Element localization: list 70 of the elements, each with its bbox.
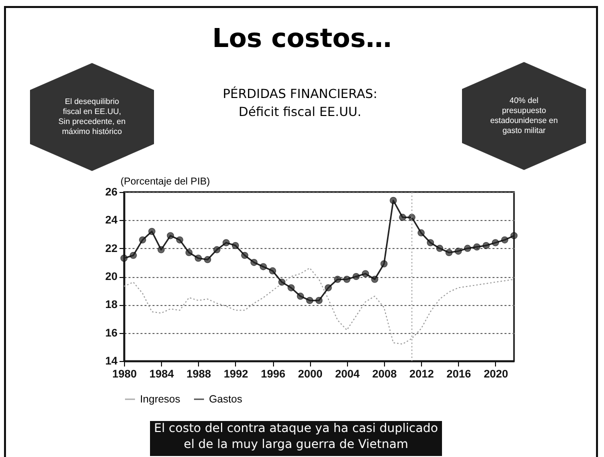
point — [213, 246, 220, 254]
point — [260, 263, 267, 270]
x-tick-label: 2020 — [484, 368, 508, 380]
point — [204, 256, 212, 264]
y-tick-label: 24 — [105, 214, 118, 227]
y-axis-title: (Porcentaje del PIB) — [120, 176, 210, 188]
point — [436, 244, 444, 252]
chart-subtitle: PÉRDIDAS FINANCIERAS: Déficit fiscal EE.UU. — [222, 85, 378, 121]
text: 40% del presupuesto estadounidense en gasto militar — [462, 62, 586, 170]
point — [473, 243, 480, 250]
point — [306, 296, 314, 304]
point — [315, 296, 323, 304]
point — [445, 249, 453, 256]
point — [288, 284, 295, 292]
point — [241, 252, 248, 259]
point — [250, 258, 258, 266]
point — [269, 267, 276, 274]
point — [185, 249, 193, 256]
point — [324, 284, 332, 292]
point — [454, 248, 462, 255]
point — [296, 292, 304, 300]
point — [139, 236, 146, 244]
x-tick-label: 2016 — [446, 368, 472, 380]
point — [148, 228, 156, 235]
point — [334, 276, 342, 283]
point — [120, 254, 128, 262]
point — [278, 278, 286, 286]
text: El desequilibrio fiscal en EE.UU, Sin precedente, en máximo histórico — [30, 63, 154, 171]
legend-label: Ingresos — [140, 393, 180, 406]
point — [418, 229, 425, 236]
x-tick-label: 1996 — [260, 368, 286, 380]
point — [343, 276, 350, 283]
line-series — [124, 268, 514, 345]
x-tick-label: 2008 — [372, 368, 397, 380]
point — [426, 239, 434, 246]
chart-title: Los costos… — [211, 24, 393, 54]
x-tick-label: 1980 — [112, 368, 137, 380]
point — [464, 244, 472, 252]
point — [158, 246, 165, 254]
point — [399, 214, 406, 221]
point — [371, 276, 378, 283]
y-tick-label: 16 — [105, 327, 118, 340]
y-tick-label: 20 — [105, 271, 118, 283]
point — [362, 270, 369, 278]
point — [390, 196, 397, 204]
point — [492, 239, 499, 246]
point — [232, 242, 239, 250]
text: El costo del contra ataque ya ha casi duplicado el de la muy larga guerra de Vietnam — [150, 416, 442, 456]
x-tick-label: 1992 — [224, 368, 248, 380]
point — [352, 272, 360, 280]
y-tick-label: 22 — [105, 242, 118, 255]
point — [166, 232, 174, 240]
point — [380, 260, 388, 268]
x-tick-label: 2000 — [298, 368, 322, 380]
point — [194, 254, 202, 262]
x-tick-label: 2012 — [409, 368, 434, 380]
point — [222, 239, 230, 246]
point — [482, 242, 490, 250]
point — [176, 236, 184, 244]
point — [501, 236, 508, 244]
point — [408, 214, 416, 221]
x-tick-label: 1988 — [186, 368, 212, 380]
legend-label: Gastos — [209, 393, 242, 406]
y-tick-label: 26 — [105, 186, 118, 198]
point — [130, 252, 137, 259]
y-tick-label: 18 — [105, 299, 118, 312]
point — [510, 232, 518, 240]
x-tick-label: 1984 — [149, 368, 175, 380]
y-tick-label: 14 — [105, 356, 118, 368]
x-tick-label: 2004 — [335, 368, 360, 380]
